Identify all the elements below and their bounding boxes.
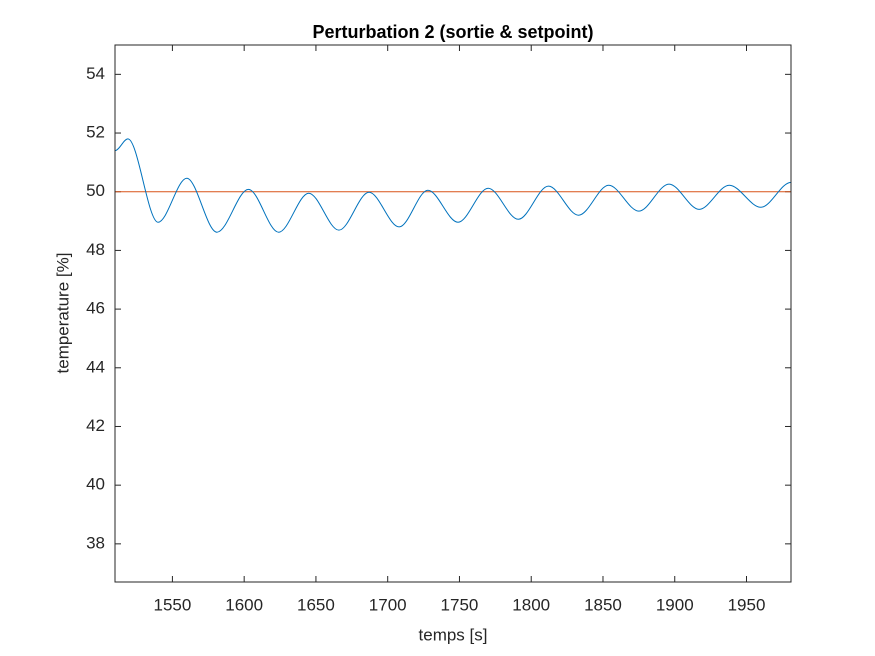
x-tick-label: 1800 [512,595,550,614]
y-tick-label: 42 [86,416,105,435]
series-line [115,138,791,233]
x-tick-label: 1550 [153,595,191,614]
x-tick-label: 1850 [584,595,622,614]
chart-title: Perturbation 2 (sortie & setpoint) [312,22,593,42]
y-tick-label: 48 [86,240,105,259]
y-tick-label: 46 [86,299,105,318]
y-axis-label: temperature [%] [53,253,72,374]
y-tick-label: 44 [86,357,105,376]
axes-box [114,44,792,583]
y-tick-label: 50 [86,181,105,200]
x-tick-label: 1700 [369,595,407,614]
x-tick-label: 1650 [297,595,335,614]
x-tick-label: 1600 [225,595,263,614]
y-tick-label: 40 [86,475,105,494]
x-tick-label: 1750 [441,595,479,614]
y-tick-label: 52 [86,123,105,142]
x-tick-label: 1900 [656,595,694,614]
x-tick-label: 1950 [728,595,766,614]
plot-area [115,45,791,582]
x-axis-label: temps [s] [419,625,488,644]
y-tick-label: 54 [86,64,105,83]
y-tick-label: 38 [86,533,105,552]
